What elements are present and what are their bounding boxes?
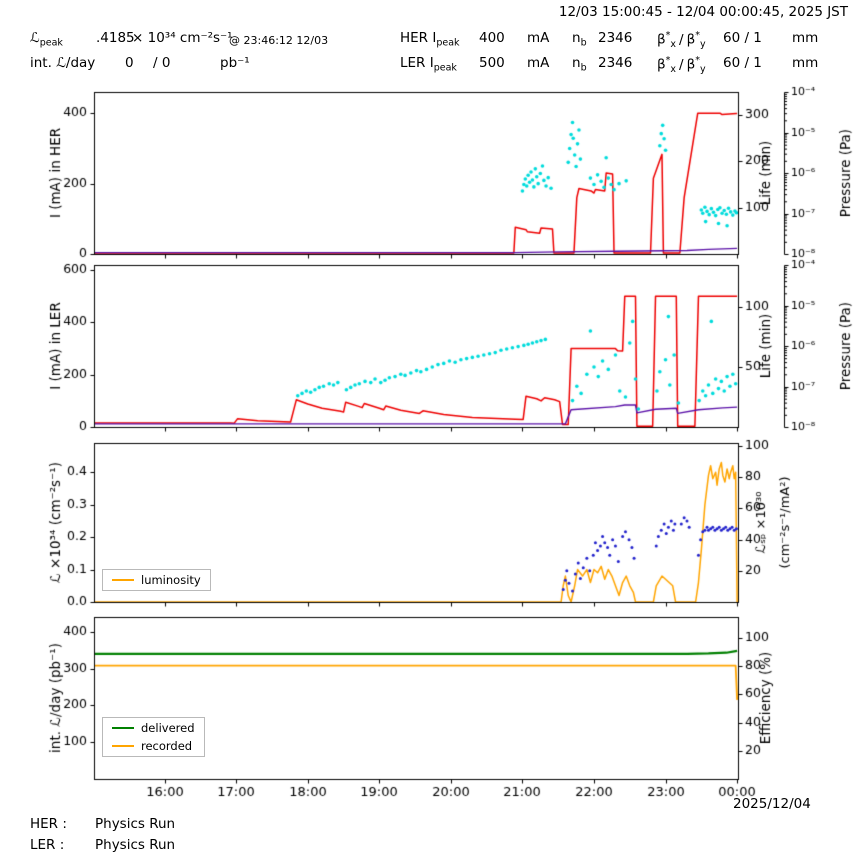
intlum-unit: pb⁻¹ (220, 55, 250, 71)
beta-symbol: β (657, 31, 666, 48)
intlum-value: 0 (125, 55, 134, 71)
ler-i-sub: peak (433, 62, 457, 74)
legend-label: delivered (141, 721, 195, 735)
her-ipeak-label: HER Ipeak (400, 30, 460, 49)
beta-x-sub: x (670, 64, 676, 76)
nb-sub: b (580, 62, 587, 74)
her-nb-label: nb (572, 30, 587, 49)
beta-symbol: β (657, 56, 666, 73)
charts-canvas (0, 0, 864, 812)
her-status-label: HER : (30, 816, 67, 832)
her-nb-value: 2346 (598, 30, 633, 46)
beta-star: * (695, 55, 700, 66)
ler-ipeak-label: LER Ipeak (400, 55, 457, 74)
integrated-luminosity-legend: delivered recorded (102, 717, 205, 757)
ler-status-label: LER : (30, 837, 65, 853)
her-beta-value: 60 / 1 (723, 30, 762, 46)
legend-item-recorded: recorded (112, 739, 195, 753)
lpeak-label: ℒpeak (30, 30, 63, 49)
legend-item-luminosity: luminosity (112, 573, 201, 587)
nb-symbol: n (572, 55, 581, 71)
time-range-label: 12/03 15:00:45 - 12/04 00:00:45, 2025 JS… (558, 4, 848, 20)
beta-symbol: β (686, 56, 696, 73)
her-ipeak-value: 400 (479, 30, 505, 46)
intlum-symbol: ℒ (56, 55, 66, 71)
ler-nb-label: nb (572, 55, 587, 74)
beta-star: * (665, 55, 671, 66)
nb-symbol: n (572, 30, 581, 46)
beta-star: * (695, 30, 700, 41)
lpeak-timestamp: @ 23:46:12 12/03 (229, 34, 329, 47)
beta-symbol: β (686, 31, 696, 48)
recorded-line-swatch (112, 744, 134, 748)
lpeak-value: .4185 (96, 30, 135, 46)
nb-sub: b (580, 37, 587, 49)
luminosity-legend: luminosity (102, 569, 211, 591)
ler-beta-label: β*x / β*y (657, 55, 706, 75)
her-beta-unit: mm (792, 30, 819, 46)
legend-item-delivered: delivered (112, 721, 195, 735)
x-axis-date-label: 2025/12/04 (733, 796, 811, 812)
ler-i-symbol: I (429, 55, 434, 71)
ler-ring-label: LER (400, 55, 430, 71)
her-ring-label: HER (400, 30, 433, 46)
intlum-suffix: /day (65, 55, 96, 71)
delivered-line-swatch (112, 726, 134, 730)
beta-y-sub: y (699, 39, 706, 51)
her-i-sub: peak (436, 37, 460, 49)
her-i-symbol: I (432, 30, 437, 46)
legend-label: luminosity (141, 573, 201, 587)
her-beta-label: β*x / β*y (657, 30, 706, 50)
ler-status-value: Physics Run (95, 837, 176, 853)
beta-slash: / (679, 31, 684, 48)
legend-label: recorded (141, 739, 193, 753)
intlum-slash-value: / 0 (153, 55, 171, 71)
beta-star: * (665, 30, 671, 41)
beta-slash: / (679, 56, 684, 73)
ler-beta-unit: mm (792, 55, 819, 71)
intlum-prefix: int. (30, 55, 57, 71)
intlum-label: int. ℒ/day (30, 55, 95, 71)
ler-ipeak-unit: mA (527, 55, 550, 71)
ler-ipeak-value: 500 (479, 55, 505, 71)
beta-x-sub: x (670, 39, 676, 51)
lpeak-unit: × 10³⁴ cm⁻²s⁻¹ (132, 30, 233, 46)
her-status-value: Physics Run (95, 816, 176, 832)
her-ipeak-unit: mA (527, 30, 550, 46)
lpeak-symbol: ℒ (30, 30, 40, 46)
beta-y-sub: y (699, 64, 706, 76)
luminosity-line-swatch (112, 578, 134, 582)
lpeak-sub: peak (39, 37, 63, 49)
ler-nb-value: 2346 (598, 55, 633, 71)
ler-beta-value: 60 / 1 (723, 55, 762, 71)
